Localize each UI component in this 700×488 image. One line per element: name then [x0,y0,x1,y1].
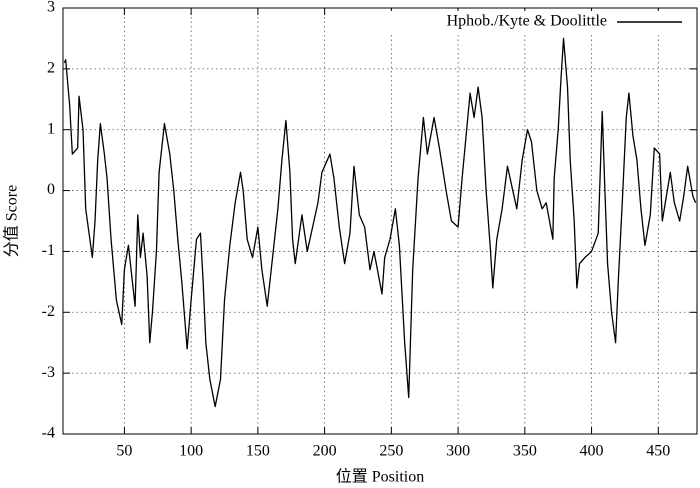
y-tick-label: 0 [47,181,55,198]
data-line [63,37,697,408]
y-tick-label: 1 [47,120,55,137]
y-tick-label: -4 [42,425,55,442]
y-tick-label: 3 [47,0,55,16]
x-tick-label: 200 [313,443,337,460]
x-axis-title: 位置 Position [336,468,424,486]
y-axis-title: 分值 Score [3,185,21,257]
x-tick-label: 150 [246,443,270,460]
x-tick-label: 450 [646,443,670,460]
x-tick-label: 50 [116,443,132,460]
y-tick-label: -2 [42,303,55,320]
x-tick-label: 400 [580,443,604,460]
y-tick-label: -1 [42,242,55,259]
plot-frame [62,7,698,435]
y-tick-label: -3 [42,364,55,381]
legend-background [365,11,695,33]
x-tick-label: 350 [513,443,537,460]
x-tick-label: 100 [179,443,203,460]
y-tick-label: 2 [47,60,55,77]
x-tick-label: 250 [379,443,403,460]
x-tick-label: 300 [446,443,470,460]
legend-label: Hphob./Kyte & Doolittle [447,13,607,30]
